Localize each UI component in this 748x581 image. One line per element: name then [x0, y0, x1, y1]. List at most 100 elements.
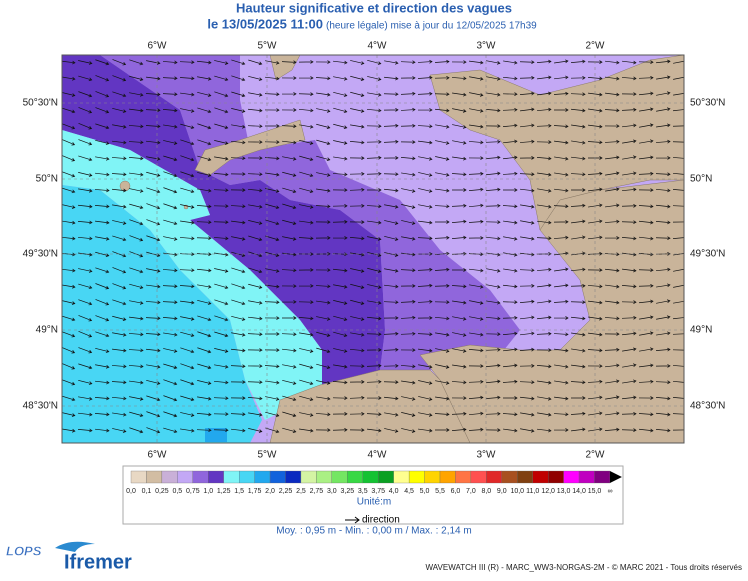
- lat-label: 49°N: [36, 325, 58, 336]
- arrow: [673, 380, 684, 383]
- update-info: (heure légale) mise à jour du 12/05/2025…: [326, 21, 537, 32]
- arrow: [247, 332, 263, 337]
- arrow: [163, 124, 178, 129]
- arrow: [146, 140, 161, 145]
- arrow: [112, 188, 127, 193]
- arrow: [503, 155, 518, 160]
- arrow: [78, 299, 93, 306]
- arrow: [383, 300, 399, 305]
- arrow: [502, 315, 518, 320]
- arrow: [655, 172, 671, 177]
- arrow: [349, 156, 365, 160]
- arrow: [62, 315, 76, 322]
- arrow: [537, 396, 552, 401]
- colorbar-label: 0,1: [142, 488, 152, 495]
- arrow: [230, 364, 246, 369]
- arrow: [588, 316, 603, 321]
- arrow: [197, 268, 212, 273]
- arrow: [570, 172, 586, 177]
- arrow: [231, 140, 246, 145]
- arrow: [468, 427, 484, 432]
- arrow: [248, 428, 263, 433]
- arrow: [180, 187, 195, 194]
- arrow: [673, 317, 684, 320]
- arrow: [672, 349, 684, 351]
- arrow: [452, 92, 467, 97]
- arrow: [401, 188, 416, 193]
- color-cell: [548, 470, 564, 484]
- color-cell: [594, 470, 611, 484]
- arrow: [536, 331, 552, 336]
- arrow: [146, 268, 161, 273]
- color-cell: [486, 470, 502, 484]
- arrow: [621, 107, 637, 112]
- arrow: [350, 268, 365, 273]
- arrow: [282, 411, 297, 418]
- colorbar-label: 0,5: [172, 488, 182, 495]
- lat-label: 49°30'N: [690, 249, 725, 260]
- arrow: [163, 411, 178, 418]
- arrow: [129, 300, 144, 305]
- arrow: [163, 379, 178, 386]
- arrow: [486, 92, 501, 97]
- arrow: [655, 236, 671, 241]
- arrow: [282, 156, 297, 161]
- lon-label: 3°W: [477, 41, 497, 52]
- arrow: [163, 140, 178, 145]
- arrow: [350, 283, 365, 289]
- arrow: [656, 299, 671, 304]
- arrow: [621, 300, 637, 304]
- arrow: [434, 235, 450, 240]
- arrow: [417, 236, 433, 241]
- arrow: [434, 59, 450, 64]
- arrow: [587, 171, 603, 176]
- arrow: [230, 204, 246, 209]
- arrow: [95, 347, 110, 353]
- color-cell: [393, 470, 410, 484]
- arrow: [366, 348, 382, 352]
- arrow: [78, 396, 93, 401]
- arrow: [282, 187, 297, 194]
- direction-label: direction: [362, 515, 400, 526]
- arrow: [401, 412, 416, 417]
- title: Hauteur significative et direction des v…: [236, 0, 512, 15]
- arrow: [95, 267, 110, 274]
- arrow: [384, 412, 399, 417]
- color-cell: [362, 470, 379, 484]
- lon-label: 2°W: [586, 450, 606, 461]
- lon-label: 6°W: [148, 41, 168, 52]
- arrow: [95, 364, 110, 369]
- arrow: [503, 252, 518, 257]
- arrow: [316, 139, 331, 146]
- arrow: [214, 348, 229, 353]
- arrow: [349, 364, 365, 368]
- arrow: [434, 204, 450, 209]
- arrow: [180, 155, 195, 162]
- lon-label: 4°W: [368, 450, 388, 461]
- color-cell: [300, 470, 317, 484]
- arrow: [95, 59, 110, 66]
- arrow: [554, 156, 569, 161]
- arrow: [78, 252, 93, 257]
- arrow: [180, 108, 195, 113]
- arrow: [281, 76, 297, 80]
- arrow: [247, 188, 263, 193]
- arrow: [350, 91, 365, 97]
- zone-cyan: [62, 130, 322, 420]
- arrow: [366, 204, 382, 209]
- lat-label: 49°30'N: [23, 249, 58, 260]
- arrow: [435, 140, 450, 145]
- arrow: [621, 220, 637, 225]
- arrow: [129, 283, 144, 289]
- arrow: [638, 268, 654, 272]
- arrow: [536, 140, 552, 144]
- lat-label: 50°N: [36, 174, 58, 185]
- arrow: [417, 332, 433, 337]
- arrow: [401, 172, 416, 177]
- arrow: [485, 155, 501, 160]
- arrow: [400, 299, 416, 304]
- color-cell: [347, 470, 363, 484]
- arrow: [197, 155, 212, 162]
- arrow: [451, 396, 467, 400]
- colorbar-label: 0,25: [155, 488, 169, 495]
